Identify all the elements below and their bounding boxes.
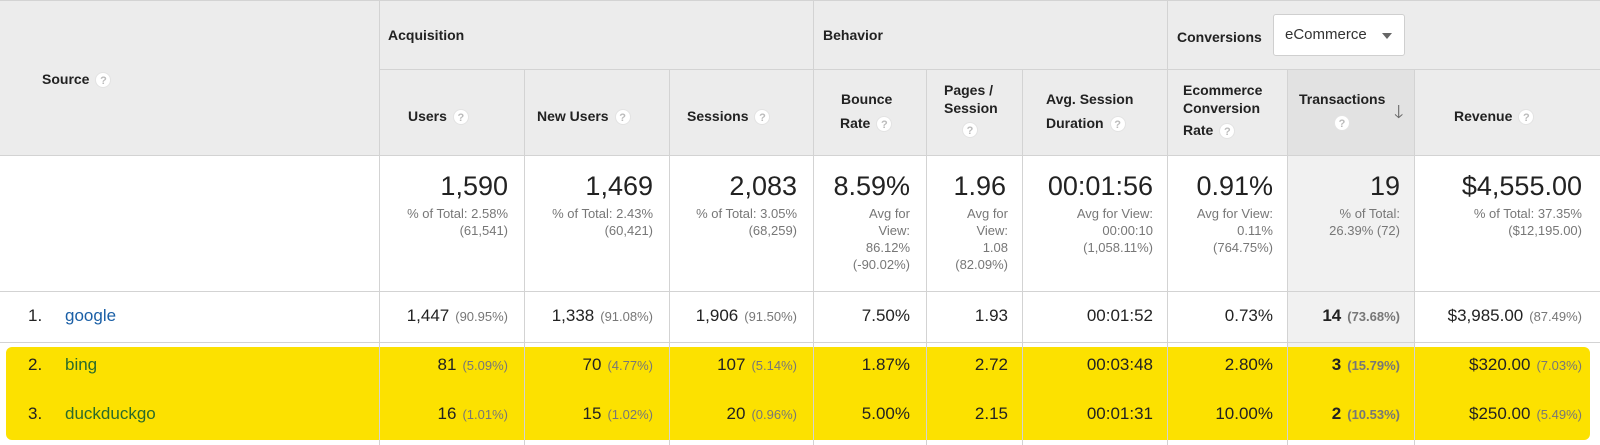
total-revenue: $4,555.00 xyxy=(1461,171,1582,201)
help-icon[interactable]: ? xyxy=(962,122,978,139)
users-header[interactable]: Users? xyxy=(408,107,469,126)
caret-down-icon xyxy=(1382,33,1392,39)
help-icon[interactable]: ? xyxy=(1109,116,1126,133)
cell-new-users: 1,338 (91.08%) xyxy=(551,306,653,325)
total-ecom-rate: 0.91% xyxy=(1196,171,1273,201)
help-icon[interactable]: ? xyxy=(614,109,631,126)
source-link-google[interactable]: google xyxy=(65,306,117,325)
cell-transactions: 3 (15.79%) xyxy=(1331,355,1400,374)
source-link-duckduckgo[interactable]: duckduckgo xyxy=(65,404,156,423)
total-avg-session: 00:01:56 xyxy=(1047,171,1153,201)
highlight-row-bing xyxy=(6,347,1590,393)
total-bounce-rate-sub: Avg for View: 86.12% (-90.02%) xyxy=(852,206,910,272)
cell-pages-session: 2.72 xyxy=(974,355,1008,374)
pages-session-header[interactable]: Pages / Session ? xyxy=(944,82,998,139)
total-users-sub: % of Total: 2.58% (61,541) xyxy=(407,206,508,238)
transactions-sorted-shade xyxy=(1287,70,1414,155)
help-icon[interactable]: ? xyxy=(876,116,893,133)
source-link-bing[interactable]: bing xyxy=(65,355,98,374)
sort-descending-icon[interactable]: 🡓 xyxy=(1394,102,1404,122)
cell-pages-session: 1.93 xyxy=(974,306,1008,325)
row-number: 3. xyxy=(28,404,43,423)
total-revenue-sub: % of Total: 37.35% ($12,195.00) xyxy=(1473,206,1582,238)
source-header[interactable]: Source? xyxy=(42,70,112,89)
cell-bounce-rate: 7.50% xyxy=(861,306,910,325)
help-icon[interactable]: ? xyxy=(1518,109,1535,126)
conversion-select-value: eCommerce xyxy=(1285,26,1367,43)
cell-sessions: 1,906 (91.50%) xyxy=(695,306,797,325)
cell-ecom-rate: 10.00% xyxy=(1215,404,1273,423)
cell-bounce-rate: 1.87% xyxy=(861,355,910,374)
cell-ecom-rate: 2.80% xyxy=(1224,355,1273,374)
total-sessions-sub: % of Total: 3.05% (68,259) xyxy=(696,206,797,238)
help-icon[interactable]: ? xyxy=(1219,123,1236,140)
total-transactions-sub: % of Total: 26.39% (72) xyxy=(1329,206,1400,238)
bounce-rate-header[interactable]: Bounce Rate? xyxy=(840,91,893,133)
group-acquisition: Acquisition xyxy=(388,27,465,43)
cell-avg-session: 00:03:48 xyxy=(1086,355,1153,374)
cell-avg-session: 00:01:31 xyxy=(1086,404,1153,423)
cell-revenue: $250.00 (5.49%) xyxy=(1469,404,1582,423)
cell-sessions: 20 (0.96%) xyxy=(726,404,797,423)
conversion-type-select[interactable]: eCommerce xyxy=(1273,14,1405,56)
row-number: 2. xyxy=(28,355,43,374)
row-number: 1. xyxy=(28,306,43,325)
avg-session-duration-header[interactable]: Avg. Session Duration? xyxy=(1046,91,1134,133)
total-transactions: 19 xyxy=(1369,171,1400,201)
group-behavior: Behavior xyxy=(823,27,883,43)
highlight-row-duckduckgo xyxy=(6,393,1590,440)
group-conversions: Conversions xyxy=(1177,29,1262,45)
total-sessions: 2,083 xyxy=(729,171,797,201)
cell-pages-session: 2.15 xyxy=(974,404,1008,423)
sessions-header[interactable]: Sessions? xyxy=(687,107,771,126)
total-users: 1,590 xyxy=(440,171,508,201)
ecommerce-conversion-rate-header[interactable]: Ecommerce Conversion Rate? xyxy=(1183,82,1263,140)
total-bounce-rate: 8.59% xyxy=(833,171,910,201)
cell-users: 16 (1.01%) xyxy=(437,404,508,423)
cell-transactions: 14 (73.68%) xyxy=(1322,306,1400,325)
cell-ecom-rate: 0.73% xyxy=(1224,306,1273,325)
transactions-sorted-shade-body xyxy=(1287,155,1414,347)
cell-bounce-rate: 5.00% xyxy=(861,404,910,423)
total-pages-session: 1.96 xyxy=(953,171,1006,201)
cell-new-users: 15 (1.02%) xyxy=(582,404,653,423)
transactions-header[interactable]: Transactions ? xyxy=(1299,91,1386,132)
cell-avg-session: 00:01:52 xyxy=(1086,306,1153,325)
total-new-users-sub: % of Total: 2.43% (60,421) xyxy=(552,206,653,238)
total-avg-session-sub: Avg for View: 00:00:10 (1,058.11%) xyxy=(1076,206,1153,255)
total-ecom-rate-sub: Avg for View: 0.11% (764.75%) xyxy=(1196,206,1273,255)
help-icon[interactable]: ? xyxy=(1334,115,1350,132)
total-pages-session-sub: Avg for View: 1.08 (82.09%) xyxy=(955,206,1008,272)
new-users-header[interactable]: New Users? xyxy=(537,107,631,126)
total-new-users: 1,469 xyxy=(585,171,653,201)
help-icon[interactable]: ? xyxy=(452,109,469,126)
cell-transactions: 2 (10.53%) xyxy=(1331,404,1400,423)
help-icon[interactable]: ? xyxy=(754,109,771,126)
cell-revenue: $3,985.00 (87.49%) xyxy=(1447,306,1582,325)
cell-users: 1,447 (90.95%) xyxy=(406,306,508,325)
cell-new-users: 70 (4.77%) xyxy=(582,355,653,374)
cell-revenue: $320.00 (7.03%) xyxy=(1469,355,1582,374)
cell-sessions: 107 (5.14%) xyxy=(717,355,797,374)
revenue-header[interactable]: Revenue? xyxy=(1454,107,1535,126)
help-icon[interactable]: ? xyxy=(95,72,112,89)
cell-users: 81 (5.09%) xyxy=(437,355,508,374)
